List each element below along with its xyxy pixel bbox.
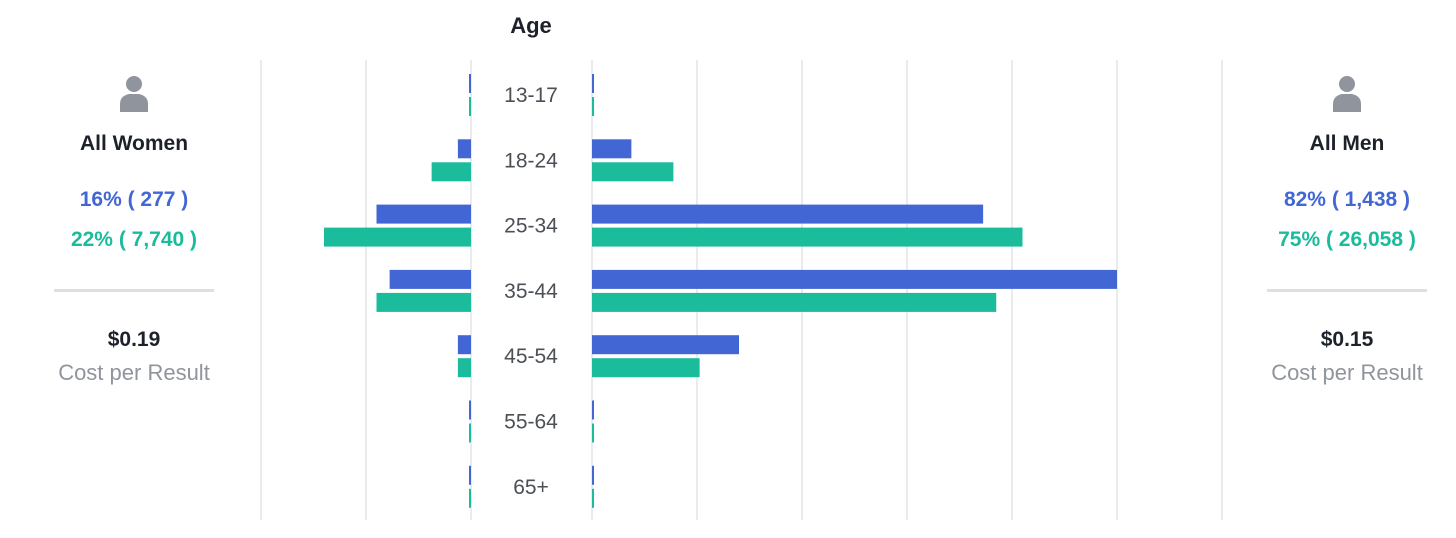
bar-men-primary-18-24 <box>592 139 632 159</box>
bar-men-primary-35-44 <box>592 269 1117 289</box>
bar-men-secondary-55-64 <box>592 423 594 443</box>
gridlines <box>260 60 1223 520</box>
bar-women-primary-25-34 <box>376 204 471 224</box>
person-icon <box>1333 76 1361 112</box>
women-stat-secondary: 22% ( 7,740 ) <box>70 228 198 251</box>
bar-men-primary-25-34 <box>592 204 984 224</box>
bar-men-secondary-45-54 <box>592 358 700 378</box>
men-stat-secondary: 75% ( 26,058 ) <box>1278 228 1416 251</box>
bar-women-secondary-45-54 <box>457 358 471 378</box>
men-cost-value: $0.15 <box>1320 328 1374 351</box>
divider <box>1267 289 1427 292</box>
bar-women-secondary-55-64 <box>469 423 471 443</box>
age-label: 55-64 <box>504 411 558 434</box>
bar-men-secondary-13-17 <box>592 97 594 116</box>
bar-women-primary-18-24 <box>457 139 471 159</box>
women-title: All Women <box>79 132 189 155</box>
bar-women-secondary-65+ <box>469 488 471 508</box>
divider <box>54 289 214 292</box>
men-cost-label: Cost per Result <box>1271 360 1423 385</box>
bar-women-primary-55-64 <box>469 400 471 420</box>
age-label: 35-44 <box>504 280 558 303</box>
bar-men-secondary-65+ <box>592 488 594 508</box>
age-label: 65+ <box>513 476 549 499</box>
bar-women-secondary-35-44 <box>376 292 471 312</box>
person-icon <box>120 76 148 112</box>
bar-men-secondary-25-34 <box>592 227 1023 247</box>
bar-men-primary-45-54 <box>592 335 739 355</box>
bar-women-primary-13-17 <box>469 74 471 93</box>
age-label: 45-54 <box>504 345 558 368</box>
bar-men-primary-55-64 <box>592 400 594 420</box>
bar-women-secondary-25-34 <box>324 227 471 247</box>
bar-men-primary-13-17 <box>592 74 594 93</box>
bar-women-secondary-18-24 <box>431 162 471 182</box>
men-title: All Men <box>1309 132 1385 155</box>
age-label: 25-34 <box>504 215 558 238</box>
chart-title: Age <box>510 13 552 38</box>
age-labels: 13-17 18-24 25-34 35-44 45-54 55-64 65+ <box>504 84 558 499</box>
age-label: 18-24 <box>504 149 558 172</box>
age-label: 13-17 <box>504 84 558 107</box>
bar-men-secondary-35-44 <box>592 292 997 312</box>
women-cost-value: $0.19 <box>107 328 161 351</box>
women-stat-primary: 16% ( 277 ) <box>79 188 189 211</box>
bars <box>324 74 1117 508</box>
bar-women-primary-35-44 <box>389 269 471 289</box>
bar-women-secondary-13-17 <box>469 97 471 116</box>
bar-women-primary-45-54 <box>457 335 471 355</box>
bar-men-primary-65+ <box>592 465 594 485</box>
men-stat-primary: 82% ( 1,438 ) <box>1283 188 1411 211</box>
bar-women-primary-65+ <box>469 465 471 485</box>
bar-men-secondary-18-24 <box>592 162 674 182</box>
women-cost-label: Cost per Result <box>58 360 210 385</box>
